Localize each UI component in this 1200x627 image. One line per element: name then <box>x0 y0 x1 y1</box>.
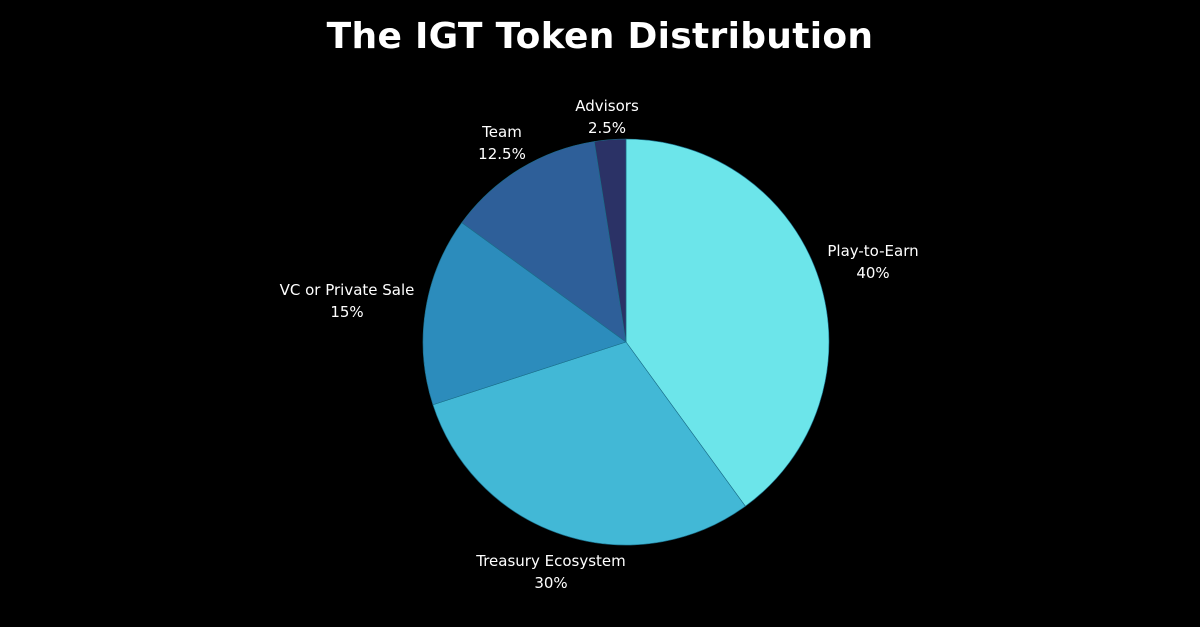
chart-title: The IGT Token Distribution <box>326 16 874 57</box>
slice-value-treasury-ecosystem: 30% <box>534 574 567 592</box>
slice-value-play-to-earn: 40% <box>856 264 889 282</box>
slice-label-team: Team <box>481 123 522 141</box>
pie-slice-vc-or-private-sale <box>422 222 627 406</box>
slice-value-vc-or-private-sale: 15% <box>330 303 363 321</box>
pie-slice-treasury-ecosystem <box>432 341 746 546</box>
pie-slice-team <box>461 141 627 343</box>
pie-slices <box>422 138 830 546</box>
pie-slice-play-to-earn <box>625 138 830 507</box>
slice-label-play-to-earn: Play-to-Earn <box>827 242 918 260</box>
slice-label-vc-or-private-sale: VC or Private Sale <box>280 281 415 299</box>
slice-label-treasury-ecosystem: Treasury Ecosystem <box>475 552 625 570</box>
pie-labels: Play-to-Earn 40% Treasury Ecosystem 30% VC o… <box>280 97 919 592</box>
slice-value-team: 12.5% <box>478 145 526 163</box>
slice-value-advisors: 2.5% <box>588 119 626 137</box>
slice-label-advisors: Advisors <box>575 97 639 115</box>
pie-slice-advisors <box>593 138 627 343</box>
